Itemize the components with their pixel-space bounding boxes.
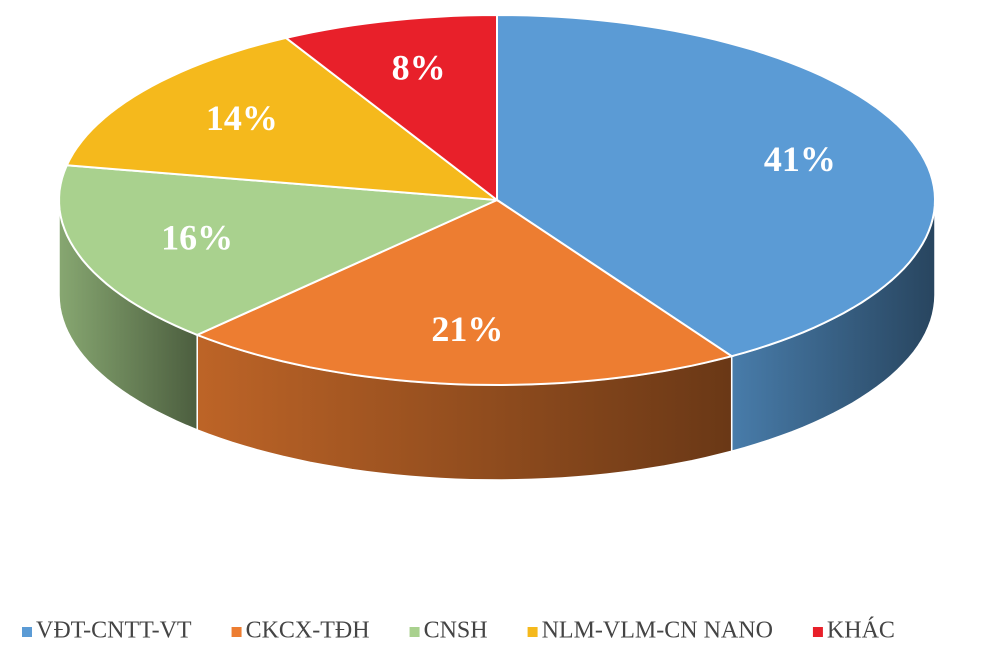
legend-label: CNSH — [424, 618, 488, 644]
slice — [65, 36, 501, 202]
slice — [496, 13, 937, 358]
data-label: 8% — [392, 47, 446, 87]
data-label: 14% — [206, 98, 278, 138]
legend-swatch — [409, 627, 420, 637]
data-label: 41% — [764, 139, 836, 179]
legend-label: NLM-VLM-CN NANO — [542, 618, 773, 644]
legend-label: KHÁC — [827, 618, 895, 644]
legend-swatch — [22, 627, 32, 637]
slice — [194, 198, 735, 387]
legend-swatch — [527, 627, 538, 637]
legend-swatch — [231, 627, 242, 637]
slice — [58, 164, 498, 336]
legend-label: VĐT-CNTT-VT — [36, 618, 192, 644]
data-label: 21% — [431, 309, 503, 349]
legend-label: CKCX-TĐH — [246, 618, 370, 644]
legend-swatch — [812, 627, 823, 637]
slice — [283, 13, 498, 203]
data-label: 16% — [161, 217, 233, 257]
